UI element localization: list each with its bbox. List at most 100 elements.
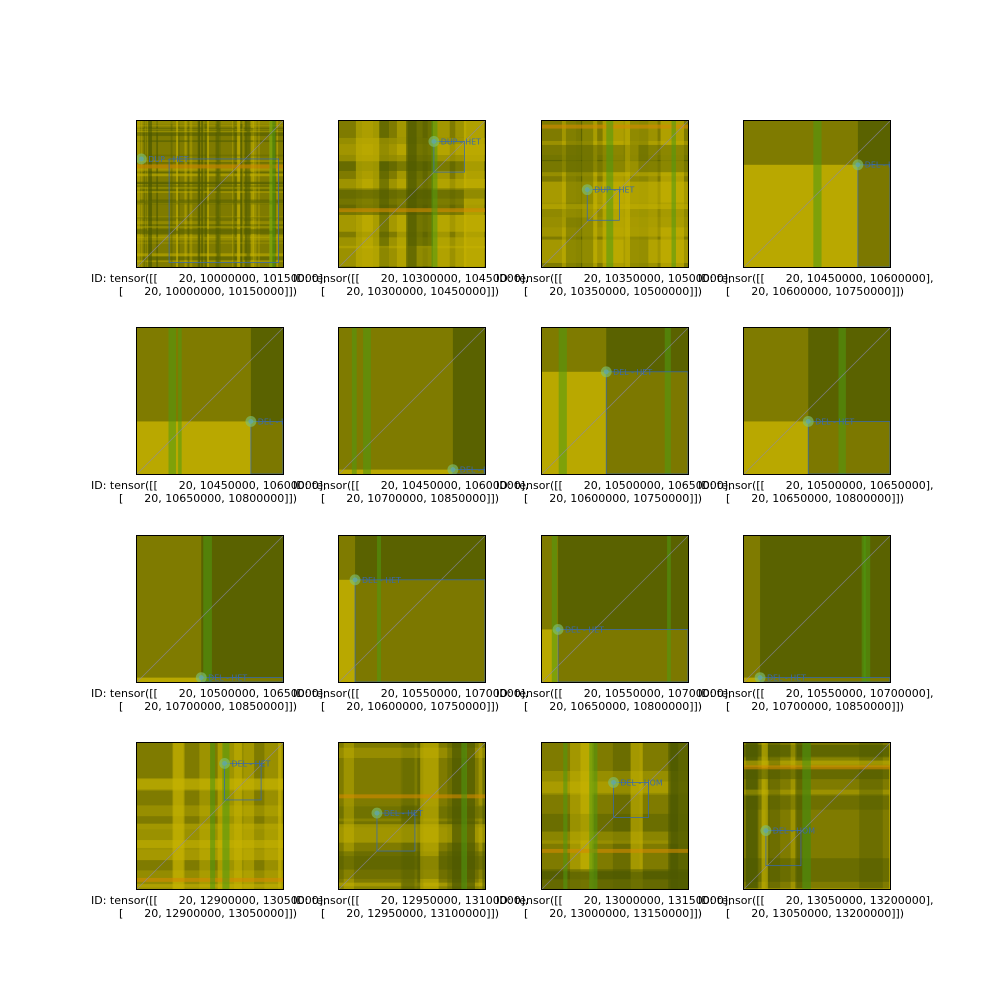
heatmap-row-band	[137, 189, 283, 192]
heatmap-row-band	[137, 124, 283, 127]
heatmap-row-band	[137, 199, 283, 203]
heatmap-row-band	[542, 181, 688, 210]
sv-marker-core	[584, 187, 590, 193]
heatmap-row-band	[137, 128, 283, 133]
heatmap-block	[137, 677, 202, 682]
heatmap-row-band	[137, 187, 283, 192]
heatmap-block	[452, 469, 485, 474]
heatmap-panel: DEL - HET	[743, 327, 891, 475]
heatmap-column-band	[188, 121, 190, 267]
panel-caption: ID: tensor([[ 20, 10300000, 10450000], […	[293, 272, 529, 298]
sv-marker-core	[805, 418, 811, 424]
heatmap-canvas: DEL - HET	[339, 743, 485, 889]
heatmap-row-band	[137, 230, 283, 234]
heatmap-row-band	[542, 872, 688, 889]
heatmap-row-band	[137, 121, 283, 124]
heatmap-green-stripe	[551, 536, 558, 682]
heatmap-green-stripe	[667, 536, 671, 682]
heatmap-column-band	[184, 121, 187, 267]
heatmap-row-band	[137, 235, 283, 238]
heatmap-row-band	[137, 217, 283, 219]
heatmap-panel: DEL - H	[136, 327, 284, 475]
heatmap-block	[339, 579, 356, 682]
heatmap-panel: DEL - HET	[743, 535, 891, 683]
panel-caption: ID: tensor([[ 20, 10450000, 10600000], […	[698, 272, 934, 298]
heatmap-orange-stripe	[542, 848, 688, 853]
heatmap-row-band	[137, 253, 283, 257]
heatmap-row-band	[339, 824, 485, 843]
heatmap-block	[744, 677, 761, 682]
diagonal-line	[542, 328, 688, 474]
panel-caption: ID: tensor([[ 20, 10550000, 10700000], […	[698, 687, 934, 713]
diagonal-line	[137, 328, 283, 474]
heatmap-row-band	[542, 870, 688, 881]
heatmap-canvas: DEL - H	[137, 328, 283, 474]
sv-label: DEL - H	[258, 417, 283, 426]
heatmap-row-band	[339, 851, 485, 870]
heatmap-block	[760, 677, 890, 682]
sv-region-box	[557, 629, 688, 682]
heatmap-orange-stripe	[137, 877, 283, 882]
heatmap-orange-stripe	[542, 124, 688, 129]
heatmap-orange-stripe	[339, 794, 485, 799]
heatmap-canvas: DUP - HET	[137, 121, 283, 267]
sv-marker-core	[611, 779, 617, 785]
heatmap-panel: DUP - HET	[136, 120, 284, 268]
heatmap-column-band	[173, 743, 185, 889]
heatmap-panel: DEL - HET	[338, 535, 486, 683]
sv-label: DEL - HET	[232, 759, 271, 768]
heatmap-column-band	[235, 121, 237, 267]
sv-label: DEL - HET	[613, 368, 652, 377]
heatmap-canvas: DEL - HET	[542, 536, 688, 682]
sv-marker-core	[431, 138, 437, 144]
heatmap-green-stripe	[168, 328, 176, 474]
panel-caption: ID: tensor([[ 20, 10450000, 10600000], […	[91, 479, 327, 505]
sv-region-box	[765, 830, 802, 867]
heatmap-column-band	[580, 743, 592, 889]
heatmap-panel: DEL - HET	[541, 535, 689, 683]
sv-region-box	[376, 812, 416, 852]
heatmap-row-band	[137, 224, 283, 228]
heatmap-column-band	[233, 121, 235, 267]
heatmap-block	[857, 164, 890, 267]
heatmap-row-band	[137, 162, 283, 164]
heatmap-column-band	[889, 743, 890, 889]
heatmap-panel: DEL - HOM	[743, 742, 891, 890]
diagonal-line	[339, 121, 485, 267]
panel-caption: ID: tensor([[ 20, 10500000, 10650000], […	[91, 687, 327, 713]
heatmap-row-band	[137, 202, 283, 205]
heatmap-green-stripe	[563, 743, 568, 889]
heatmap-panel: DEL - H	[338, 327, 486, 475]
heatmap-panel: DEL - HET	[136, 742, 284, 890]
heatmap-block	[606, 371, 688, 474]
sv-marker-core	[352, 577, 358, 583]
heatmap-row-band	[137, 256, 283, 260]
heatmap-row-band	[744, 888, 890, 889]
panel-caption: ID: tensor([[ 20, 10000000, 10150000], […	[91, 272, 327, 298]
heatmap-row-band	[137, 778, 283, 790]
sv-marker-core	[198, 675, 204, 681]
panel-caption: ID: tensor([[ 20, 10350000, 10500000], […	[496, 272, 732, 298]
heatmap-column-band	[482, 743, 485, 889]
heatmap-panel: DEL - HOM	[541, 742, 689, 890]
sv-marker-core	[450, 467, 456, 473]
heatmap-column-band	[232, 121, 234, 267]
heatmap-column-band	[761, 743, 768, 889]
sv-region-box	[354, 579, 485, 682]
heatmap-row-band	[137, 260, 283, 263]
sv-marker-core	[222, 760, 228, 766]
heatmap-column-band	[144, 121, 149, 267]
sv-marker-core	[757, 675, 763, 681]
heatmap-block	[542, 371, 607, 474]
heatmap-column-band	[638, 121, 658, 267]
heatmap-row-band	[137, 779, 283, 791]
heatmap-block	[452, 328, 485, 474]
heatmap-column-band	[859, 743, 883, 889]
sv-label: DEL - HET	[767, 674, 806, 682]
heatmap-column-band	[143, 121, 147, 267]
sv-label: DUP - HET	[441, 137, 481, 146]
heatmap-column-band	[178, 121, 180, 267]
heatmap-row-band	[137, 228, 283, 231]
panel-caption: ID: tensor([[ 20, 13050000, 13200000], […	[698, 894, 934, 920]
heatmap-column-band	[244, 121, 247, 267]
